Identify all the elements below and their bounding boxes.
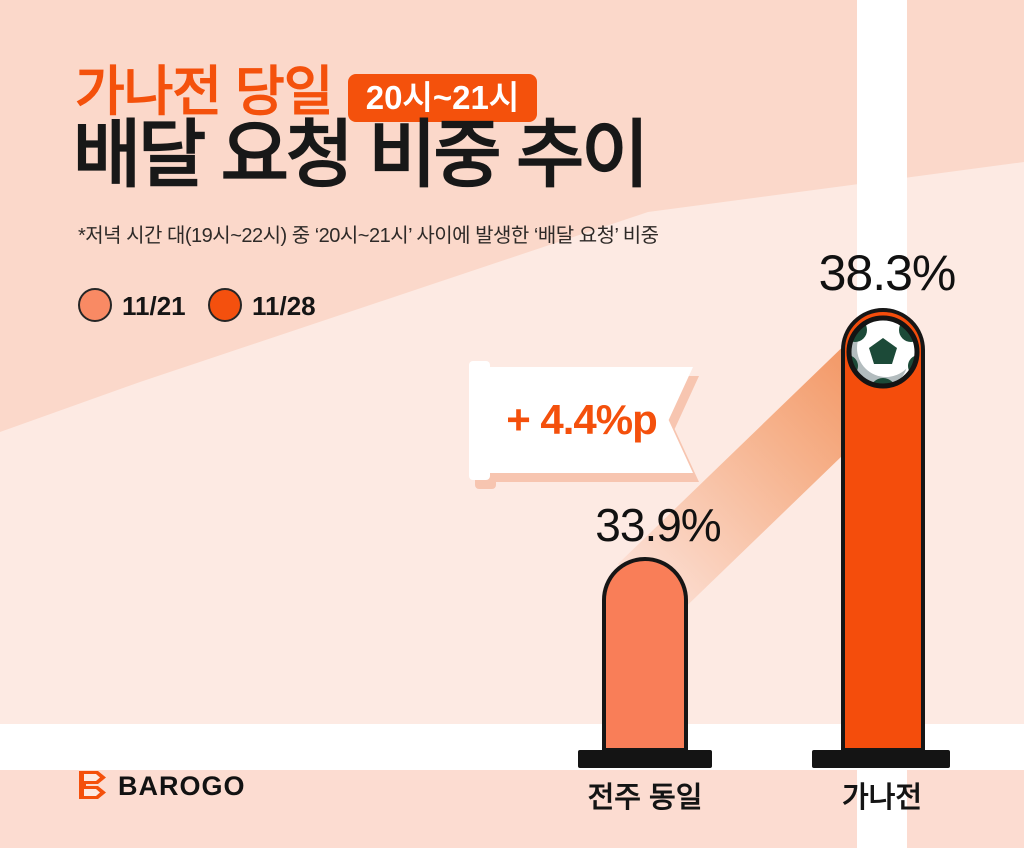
barogo-logo-text: BAROGO	[118, 771, 246, 801]
bar-ghana-match	[841, 308, 925, 752]
barogo-logo-icon	[79, 771, 106, 799]
flag-pole	[469, 361, 490, 480]
title-line2: 배달 요청 비중 추이	[73, 113, 649, 196]
footnote: *저녁 시간 대(19시~22시) 중 ‘20시~21시’ 사이에 발생한 ‘배…	[78, 225, 659, 247]
pedestal-left	[578, 750, 712, 768]
category-label-ghana-match: 가나전	[841, 782, 923, 814]
title-line1: 가나전 당일	[75, 62, 333, 122]
soccer-ball-icon	[846, 315, 920, 389]
legend-label-1121: 11/21	[122, 291, 186, 321]
background-bottom-strip	[0, 770, 1024, 848]
value-label-previous-week: 33.9%	[595, 499, 721, 551]
pedestal-right	[812, 750, 950, 768]
callout-flag	[490, 367, 693, 473]
difference-label: + 4.4%p	[506, 396, 658, 443]
legend-dot-1121	[78, 288, 112, 322]
time-badge: 20시~21시	[348, 74, 537, 122]
legend-dot-1128	[208, 288, 242, 322]
legend-label-1128: 11/28	[252, 291, 316, 321]
value-label-ghana-match: 38.3%	[818, 245, 957, 301]
category-label-previous-week: 전주 동일	[587, 782, 703, 814]
bar-previous-week	[602, 557, 688, 752]
